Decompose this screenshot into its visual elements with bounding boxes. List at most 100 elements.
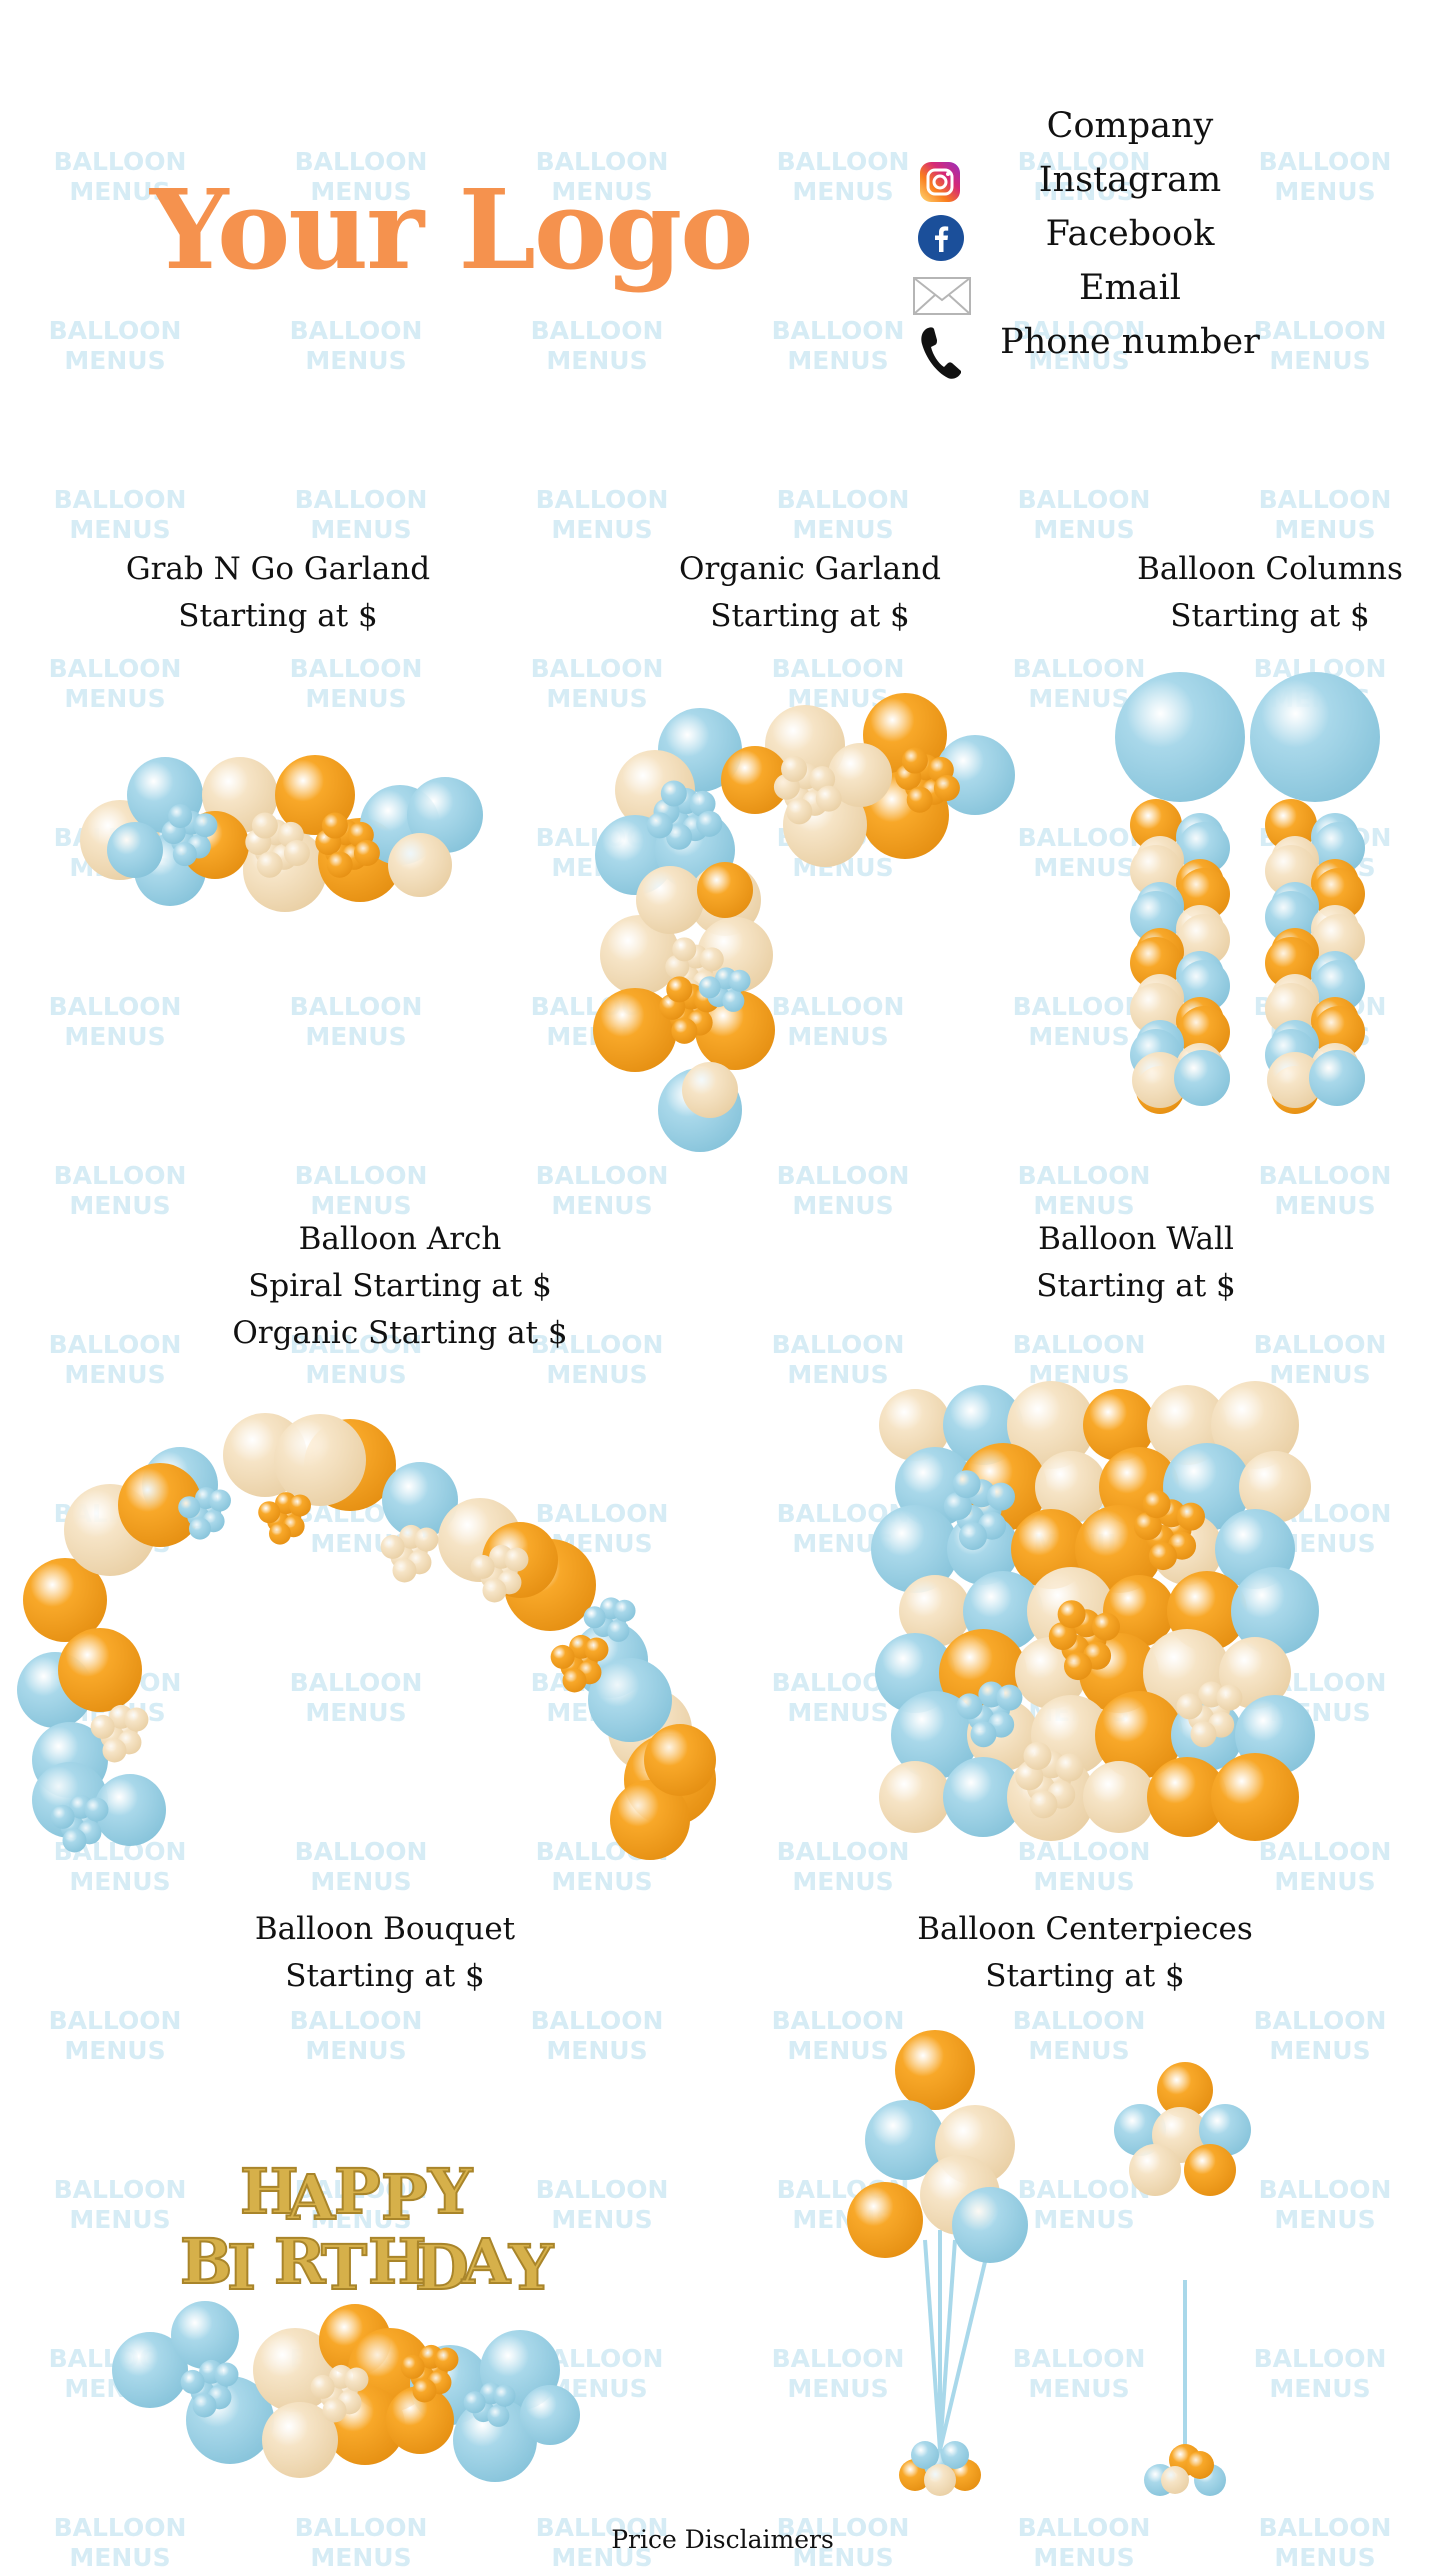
balloon <box>636 866 704 934</box>
balloon <box>256 851 283 878</box>
instagram-link[interactable]: Instagram <box>1038 160 1222 200</box>
price-disclaimers: Price Disclaimers <box>611 2525 834 2554</box>
balloon <box>584 1637 609 1662</box>
balloon <box>666 976 693 1003</box>
balloon <box>695 990 775 1070</box>
product-name: Balloon Arch <box>298 1221 502 1257</box>
balloon <box>996 1684 1023 1711</box>
balloon <box>1048 1622 1077 1651</box>
product-price: Starting at $ <box>1170 598 1370 634</box>
balloon <box>1211 1753 1299 1841</box>
product-name: Organic Garland <box>679 551 941 587</box>
foil-letter-balloon: D <box>415 2231 469 2304</box>
balloon <box>434 2347 459 2372</box>
product-price: Starting at $ <box>178 598 378 634</box>
balloon <box>84 1797 109 1822</box>
balloon <box>1190 1721 1217 1748</box>
phone-number[interactable]: Phone number <box>1000 322 1260 362</box>
balloon <box>828 743 892 807</box>
foil-letter-balloon: I <box>227 2231 256 2304</box>
balloon <box>493 2384 516 2407</box>
product-name: Balloon Columns <box>1137 551 1403 587</box>
product-balloon-wall: Balloon Wall Starting at $ <box>936 1216 1336 1310</box>
balloon <box>941 2441 969 2469</box>
facebook-icon[interactable] <box>918 215 964 261</box>
balloon-string <box>938 2239 957 2451</box>
balloon <box>1176 1693 1203 1720</box>
balloon <box>722 989 745 1012</box>
balloon <box>94 1774 166 1846</box>
instagram-icon[interactable] <box>918 160 962 204</box>
balloon <box>380 1534 405 1559</box>
email-link[interactable]: Email <box>1079 268 1181 308</box>
foil-letter-balloon: Y <box>427 2155 473 2228</box>
balloon <box>671 1017 698 1044</box>
balloon <box>258 1501 281 1524</box>
balloon <box>487 2404 510 2427</box>
balloon <box>698 976 721 999</box>
balloon <box>124 1707 149 1732</box>
foil-letter-balloon: H <box>240 2155 299 2228</box>
balloon <box>899 1575 971 1647</box>
balloon <box>208 1489 231 1512</box>
balloon <box>504 1547 529 1572</box>
balloon <box>583 1606 606 1629</box>
balloon <box>1147 1757 1227 1837</box>
product-price: Starting at $ <box>985 1958 1185 1994</box>
balloon <box>1231 1567 1319 1655</box>
balloon <box>1095 1691 1183 1779</box>
product-balloon-bouquet: Balloon Bouquet Starting at $ <box>185 1906 585 2000</box>
balloon <box>353 840 380 867</box>
balloon <box>696 810 723 837</box>
balloon <box>879 1389 951 1461</box>
envelope-icon[interactable] <box>912 276 972 316</box>
product-name: Grab N Go Garland <box>125 551 431 587</box>
balloon <box>550 1644 575 1669</box>
balloon <box>672 937 697 962</box>
balloon <box>392 1558 417 1583</box>
balloon <box>588 1658 672 1742</box>
balloon <box>682 1062 738 1118</box>
foil-letter-balloon: Y <box>508 2231 554 2304</box>
balloon <box>1216 1684 1243 1711</box>
product-balloon-centerpieces: Balloon Centerpieces Starting at $ <box>885 1906 1285 2000</box>
facebook-link[interactable]: Facebook <box>1045 214 1215 254</box>
logo-text: Your Logo <box>150 165 754 294</box>
balloon <box>188 1517 211 1540</box>
balloon <box>50 1804 75 1829</box>
balloon <box>952 2187 1028 2263</box>
balloon <box>107 822 163 878</box>
balloon <box>1199 2104 1251 2156</box>
product-name: Balloon Bouquet <box>254 1911 516 1947</box>
balloon <box>1063 1652 1092 1681</box>
product-price: Starting at $ <box>710 598 910 634</box>
balloon <box>1174 1050 1230 1106</box>
balloon <box>895 2030 975 2110</box>
product-name: Balloon Wall <box>1038 1221 1234 1257</box>
balloon <box>906 786 933 813</box>
balloon <box>1211 1381 1299 1469</box>
balloon <box>463 2391 486 2414</box>
balloon <box>288 1494 311 1517</box>
balloon <box>847 2182 923 2258</box>
balloon <box>593 988 677 1072</box>
balloon <box>1186 2451 1214 2479</box>
company-name: Company <box>1046 106 1214 146</box>
balloon <box>192 2393 217 2418</box>
balloon <box>562 1668 587 1693</box>
balloon <box>453 2398 537 2482</box>
balloon <box>943 1757 1023 1837</box>
balloon <box>871 1505 959 1593</box>
balloon <box>721 746 789 814</box>
balloon <box>610 1780 690 1860</box>
phone-icon[interactable] <box>918 325 964 381</box>
product-organic-garland: Organic Garland Starting at $ <box>610 546 1010 640</box>
balloon <box>386 2386 454 2454</box>
balloon <box>1309 1050 1365 1106</box>
balloon <box>809 766 836 793</box>
balloon <box>1132 1052 1188 1108</box>
balloon <box>62 1828 87 1853</box>
balloon <box>482 1578 507 1603</box>
balloon <box>23 1558 107 1642</box>
balloon <box>112 2332 188 2408</box>
